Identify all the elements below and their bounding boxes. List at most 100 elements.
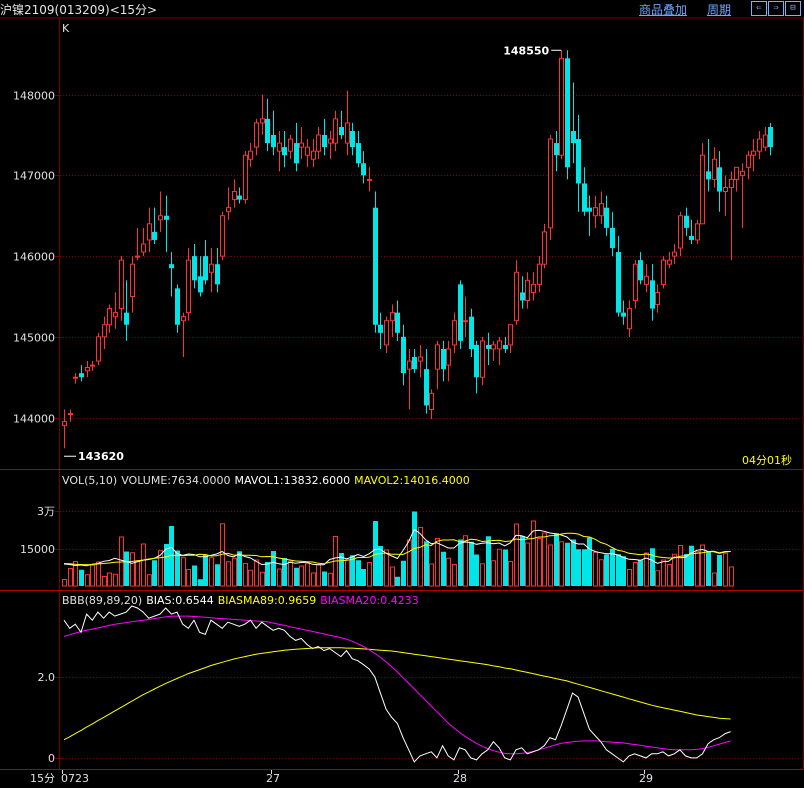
- volume-bar: [480, 563, 485, 587]
- volume-bar: [441, 551, 446, 586]
- candle-body: [395, 312, 400, 333]
- prev-icon[interactable]: ⇐: [751, 1, 767, 16]
- candle-body: [667, 259, 672, 265]
- volume-bar: [559, 541, 564, 587]
- high-marker-label: 148550: [503, 44, 549, 57]
- volume-bar: [604, 554, 609, 586]
- volume-bar: [164, 544, 169, 586]
- price-tick-label: 145000: [13, 332, 55, 345]
- period-link[interactable]: 周期: [707, 3, 732, 17]
- volume-bar: [644, 552, 649, 587]
- candle-body: [271, 135, 276, 148]
- candle-body: [85, 367, 90, 372]
- volume-bar: [73, 561, 78, 587]
- chart-title: 沪镍2109(013209)<15分>: [0, 3, 158, 17]
- volume-bar: [599, 559, 604, 587]
- period-label: 15分: [30, 772, 55, 785]
- candle-body: [616, 252, 621, 313]
- candle-body: [441, 348, 446, 370]
- volume-bar: [62, 579, 67, 587]
- volume-bar: [452, 564, 457, 587]
- candle-body: [525, 279, 530, 302]
- volume-bar: [435, 538, 440, 587]
- volume-bar: [650, 548, 655, 586]
- candle-body: [192, 256, 197, 281]
- volume-bar: [169, 526, 174, 586]
- volume-bar: [616, 554, 621, 586]
- candle-body: [508, 324, 513, 346]
- volume-bar: [322, 571, 327, 586]
- candle-body: [203, 256, 208, 281]
- volume-bar: [684, 554, 689, 586]
- bias-legend-bias: BIAS:0.6544: [146, 594, 214, 607]
- tile-icon[interactable]: ⊟: [785, 1, 801, 16]
- candle-body: [672, 251, 677, 257]
- candle-body: [452, 320, 457, 346]
- volume-bar: [373, 521, 378, 586]
- candle-body: [288, 138, 293, 152]
- candle-body: [294, 143, 299, 164]
- volume-bar: [367, 562, 372, 587]
- countdown-timer: 04分01秒: [742, 453, 792, 467]
- candle-body: [751, 150, 756, 156]
- overlay-commodity-link[interactable]: 商品叠加: [639, 3, 688, 17]
- volume-bar: [537, 538, 542, 587]
- candle-body: [237, 195, 242, 200]
- volume-bar: [520, 536, 525, 586]
- volume-bar: [113, 573, 118, 587]
- candle-body: [587, 207, 592, 212]
- volume-bar: [68, 568, 73, 587]
- volume-bar: [186, 569, 191, 587]
- candle-body: [260, 118, 265, 124]
- volume-bar: [378, 546, 383, 586]
- volume-bar: [678, 545, 683, 587]
- volume-bar: [401, 560, 406, 586]
- volume-bar: [277, 568, 282, 587]
- candle-body: [463, 320, 468, 323]
- high-marker: 148550: [503, 44, 562, 57]
- candle-body: [633, 263, 638, 302]
- volume-bar: [610, 548, 615, 586]
- x-tick-label: 29: [639, 772, 653, 785]
- candle-body: [418, 356, 423, 362]
- price-axis-ticks: 144000 145000 146000 147000 148000: [13, 90, 55, 426]
- candle-body: [265, 118, 270, 144]
- volume-bar: [554, 533, 559, 586]
- volume-tick-label: 3万: [37, 505, 55, 518]
- bias-tick-label: 2.0: [38, 671, 56, 684]
- candle-body: [73, 376, 78, 379]
- volume-bar: [508, 561, 513, 587]
- next-icon[interactable]: ⇒: [768, 1, 784, 16]
- candle-body: [282, 147, 287, 156]
- candle-body: [763, 134, 768, 148]
- volume-bar: [661, 559, 666, 587]
- bias-line: [63, 605, 731, 763]
- x-axis: 0723 27 28 29: [61, 770, 653, 785]
- candle-body: [486, 344, 491, 349]
- low-marker-label: 143620: [78, 450, 124, 463]
- candle-body: [147, 223, 152, 241]
- volume-bar: [655, 570, 660, 587]
- volume-bar: [525, 542, 530, 587]
- volume-bar: [152, 560, 157, 586]
- price-tick-label: 144000: [13, 413, 55, 426]
- candle-body: [571, 130, 576, 144]
- candle-body: [130, 263, 135, 297]
- price-tick-label: 148000: [13, 90, 55, 103]
- volume-bar: [328, 572, 333, 587]
- volume-bar: [723, 552, 728, 587]
- candle-body: [491, 344, 496, 350]
- volume-bar: [232, 557, 237, 587]
- candle-body: [497, 340, 502, 350]
- volume-bar: [418, 527, 423, 587]
- mavol2-line: [63, 532, 731, 566]
- volume-bar: [198, 579, 203, 586]
- volume-bar: [226, 561, 231, 587]
- volume-bar: [548, 544, 553, 587]
- volume-bar: [361, 569, 366, 586]
- candle-body: [90, 364, 95, 367]
- volume-bar: [294, 567, 299, 586]
- candle-body: [311, 150, 316, 160]
- candle-body: [661, 259, 666, 285]
- volume-bar: [491, 560, 496, 587]
